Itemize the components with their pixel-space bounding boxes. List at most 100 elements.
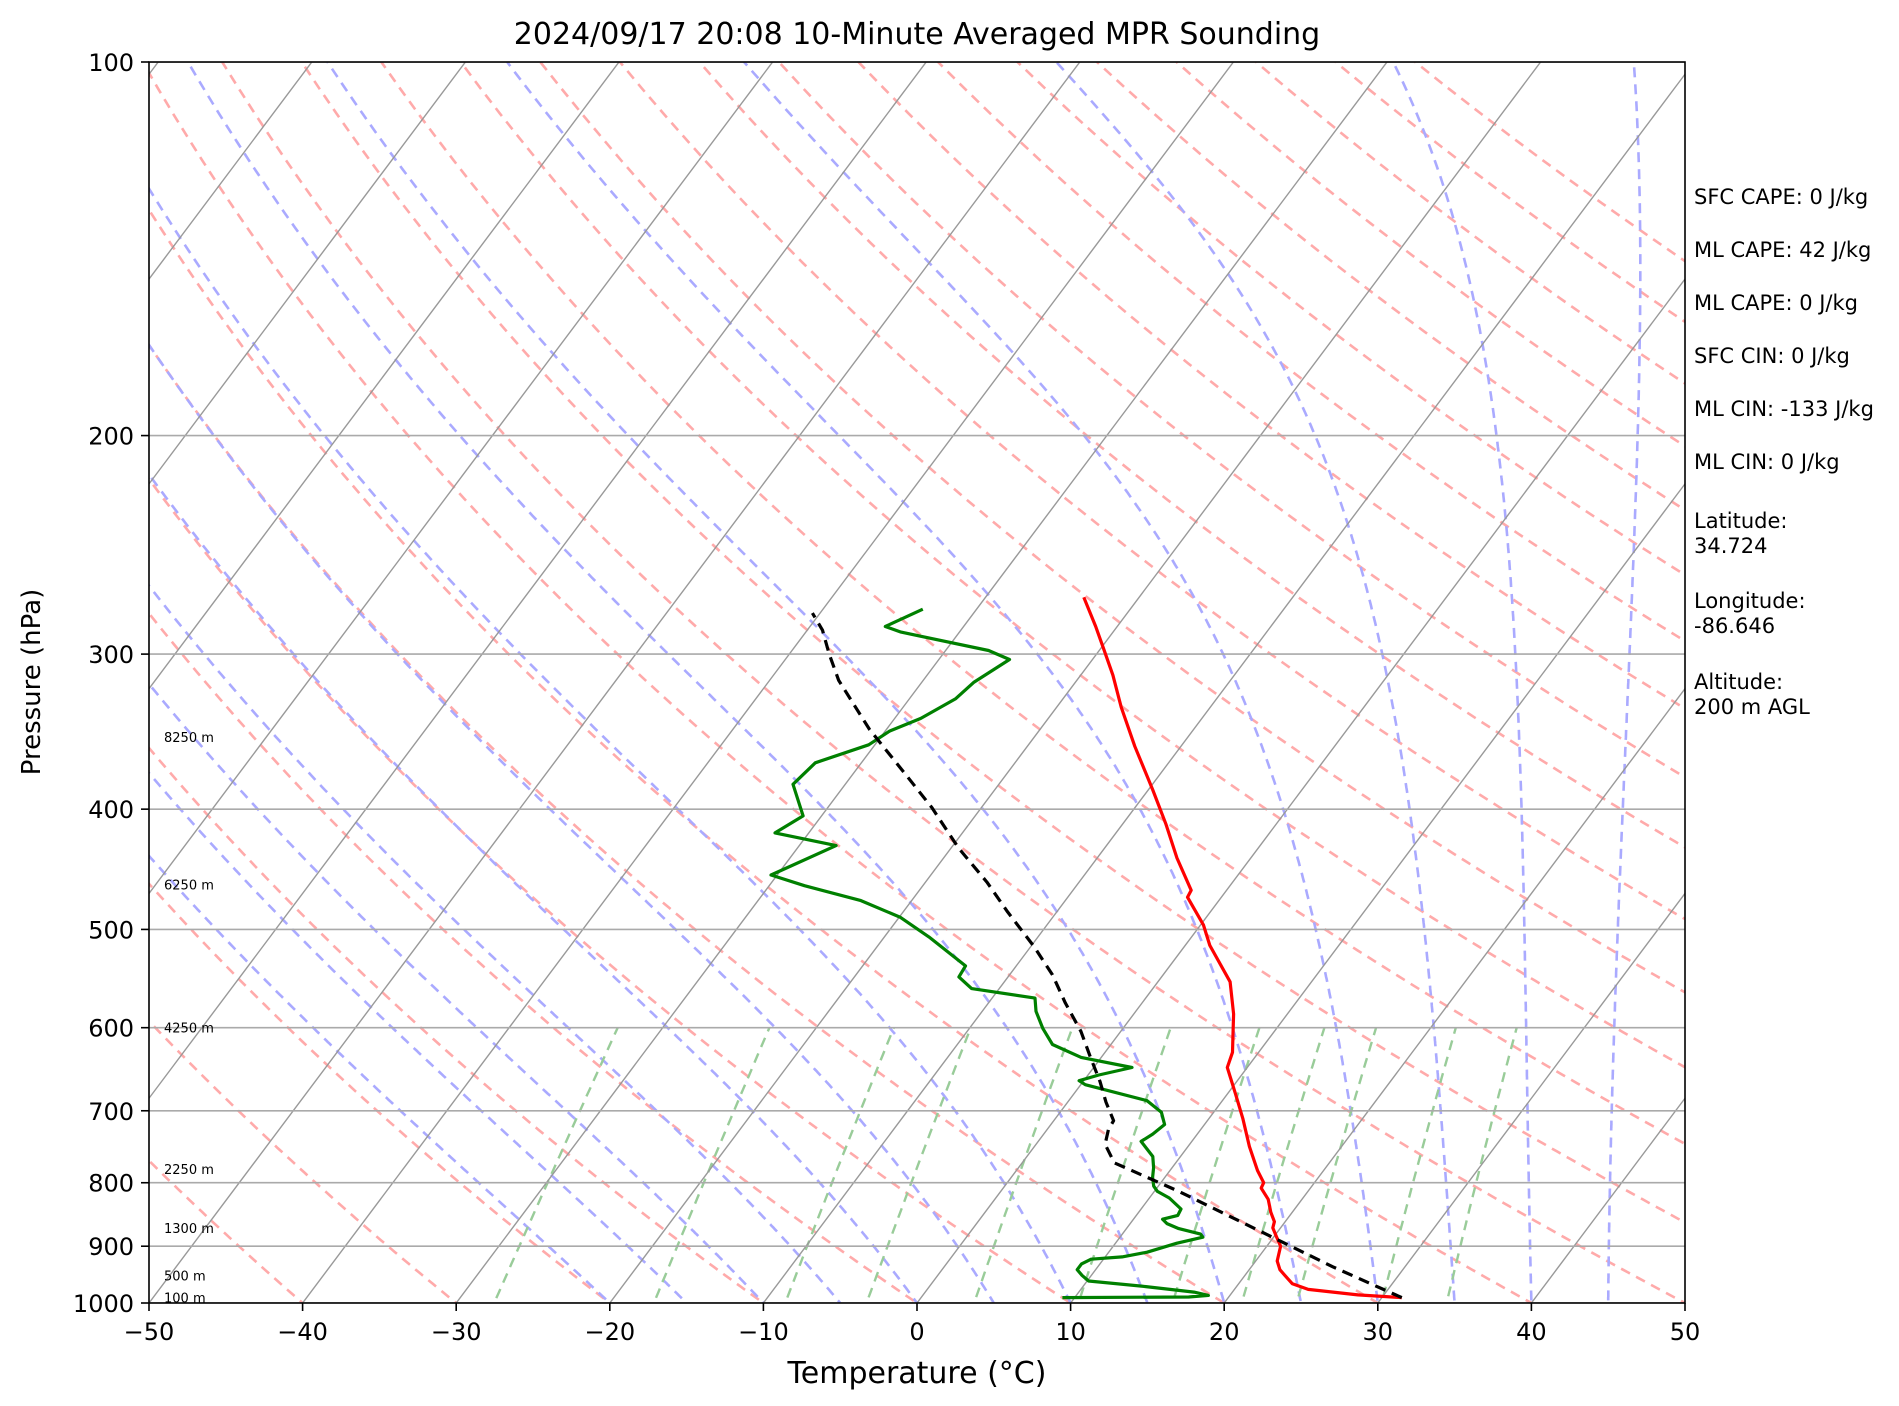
isotherm xyxy=(916,277,1685,1303)
dry-adiabat xyxy=(538,62,1685,994)
y-tick-label: 400 xyxy=(88,796,134,824)
height-label: 1300 m xyxy=(164,1222,214,1237)
dry-adiabat xyxy=(149,70,1535,1303)
height-labels: 100 m 500 m 1300 m 2250 m 4250 m 6250 m 8250 m xyxy=(164,731,214,1306)
dry-adiabat xyxy=(1174,62,1685,448)
moist-adiabat xyxy=(149,186,1073,1303)
height-label: 2250 m xyxy=(164,1163,214,1178)
moist-adiabat xyxy=(186,62,1149,1303)
isotherm xyxy=(455,62,1388,1303)
x-tick-label: −40 xyxy=(277,1318,328,1346)
longitude-label: Longitude: xyxy=(1694,589,1806,613)
isotherm xyxy=(1530,1097,1685,1303)
height-label: 500 m xyxy=(164,1269,206,1284)
x-tick-label: −30 xyxy=(431,1318,482,1346)
mixing-ratio-line xyxy=(1380,1027,1457,1303)
dry-adiabat xyxy=(856,62,1685,711)
sfc-cape-text: SFC CAPE: 0 J/kg xyxy=(1694,185,1869,209)
dry-adiabat xyxy=(149,881,612,1303)
dry-adiabat xyxy=(777,62,1685,779)
moist-adiabat xyxy=(149,681,766,1303)
y-tick-label: 1000 xyxy=(73,1290,134,1318)
mixing-ratio-line xyxy=(865,1027,972,1303)
moist-adiabat xyxy=(742,62,1380,1303)
dry-adiabat xyxy=(149,477,1074,1303)
background-lines xyxy=(149,34,1899,1329)
mixing-ratio-line xyxy=(783,1027,895,1303)
dewpoint-line xyxy=(769,607,1210,1300)
mixing-ratio-line xyxy=(1445,1027,1518,1303)
dry-adiabat xyxy=(149,611,920,1303)
y-tick-label: 500 xyxy=(88,916,134,944)
isotherm xyxy=(762,73,1685,1303)
mixing-ratio-line xyxy=(652,1027,771,1303)
isotherm xyxy=(149,62,774,895)
dry-adiabat xyxy=(1254,62,1685,386)
height-label: 100 m xyxy=(164,1292,206,1307)
temperature-line xyxy=(1082,596,1402,1300)
dry-adiabat xyxy=(936,62,1685,643)
x-tick-label: −20 xyxy=(584,1318,635,1346)
dry-adiabat xyxy=(618,62,1685,921)
height-label: 8250 m xyxy=(164,731,214,746)
dry-adiabat xyxy=(379,62,1685,1146)
x-axis-label: Temperature (°C) xyxy=(787,1356,1047,1391)
altitude-value: 200 m AGL xyxy=(1694,695,1810,719)
ml-cin-text: ML CIN: -133 J/kg xyxy=(1694,397,1874,421)
isotherm xyxy=(608,62,1542,1303)
x-tick-label: 0 xyxy=(909,1318,924,1346)
dry-adiabat xyxy=(1333,62,1685,324)
dry-adiabat xyxy=(220,62,1685,1303)
x-tick-label: −50 xyxy=(124,1318,175,1346)
moist-adiabat xyxy=(1606,62,1642,1303)
y-tick-label: 600 xyxy=(88,1015,134,1043)
y-tick-label: 100 xyxy=(88,49,134,77)
latitude-value: 34.724 xyxy=(1694,534,1768,558)
mixing-ratio-line xyxy=(1077,1027,1172,1303)
x-tick-label: 30 xyxy=(1363,1318,1394,1346)
ml-cape-text: ML CAPE: 42 J/kg xyxy=(1694,238,1872,262)
isotherm xyxy=(149,62,1081,1303)
y-axis-label: Pressure (hPa) xyxy=(17,589,47,776)
isotherm xyxy=(301,62,1235,1303)
ml-cin-text-2: ML CIN: 0 J/kg xyxy=(1694,450,1840,474)
chart-title: 2024/09/17 20:08 10-Minute Averaged MPR … xyxy=(514,17,1320,52)
x-tick-label: 50 xyxy=(1670,1318,1701,1346)
ml-cape-text-2: ML CAPE: 0 J/kg xyxy=(1694,291,1859,315)
x-tick-label: 20 xyxy=(1209,1318,1240,1346)
moist-adiabat xyxy=(149,853,612,1303)
isotherm xyxy=(1819,34,1899,1329)
isotherm xyxy=(1069,482,1685,1303)
longitude-value: -86.646 xyxy=(1694,614,1776,638)
x-tick-label: 10 xyxy=(1055,1318,1086,1346)
isotherm xyxy=(1223,687,1685,1303)
y-tick-label: 800 xyxy=(88,1170,134,1198)
moist-adiabat xyxy=(149,472,919,1303)
dry-adiabat xyxy=(149,1158,305,1303)
mixing-ratio-line xyxy=(1240,1027,1326,1303)
moist-adiabat xyxy=(149,771,689,1303)
y-tick-label: 900 xyxy=(88,1233,134,1261)
dry-adiabat xyxy=(149,207,1381,1303)
dry-adiabat xyxy=(149,342,1227,1303)
moist-adiabat xyxy=(1391,62,1533,1303)
mixing-ratio-line xyxy=(1171,1027,1261,1303)
height-label: 6250 m xyxy=(164,878,214,893)
dry-adiabat xyxy=(149,1019,459,1303)
moist-adiabat xyxy=(149,583,842,1303)
isotherm xyxy=(149,62,928,1100)
dry-adiabat xyxy=(300,62,1685,1224)
sfc-cin-text: SFC CIN: 0 J/kg xyxy=(1694,344,1850,368)
mixing-ratio-line xyxy=(972,1027,1074,1303)
mixing-ratio-line xyxy=(492,1027,619,1303)
y-tick-label: 200 xyxy=(88,423,134,451)
x-tick-label: 40 xyxy=(1516,1318,1547,1346)
moist-adiabat xyxy=(505,62,1303,1303)
height-label: 4250 m xyxy=(164,1022,214,1037)
isotherm xyxy=(1376,892,1685,1303)
x-tick-label: −10 xyxy=(738,1318,789,1346)
axis-ticks: −50 −40 −30 −20 −10 0 10 20 30 40 50 1000 900 800 700 6… xyxy=(73,49,1700,1346)
sounding-lines xyxy=(769,596,1403,1300)
y-tick-label: 700 xyxy=(88,1098,134,1126)
